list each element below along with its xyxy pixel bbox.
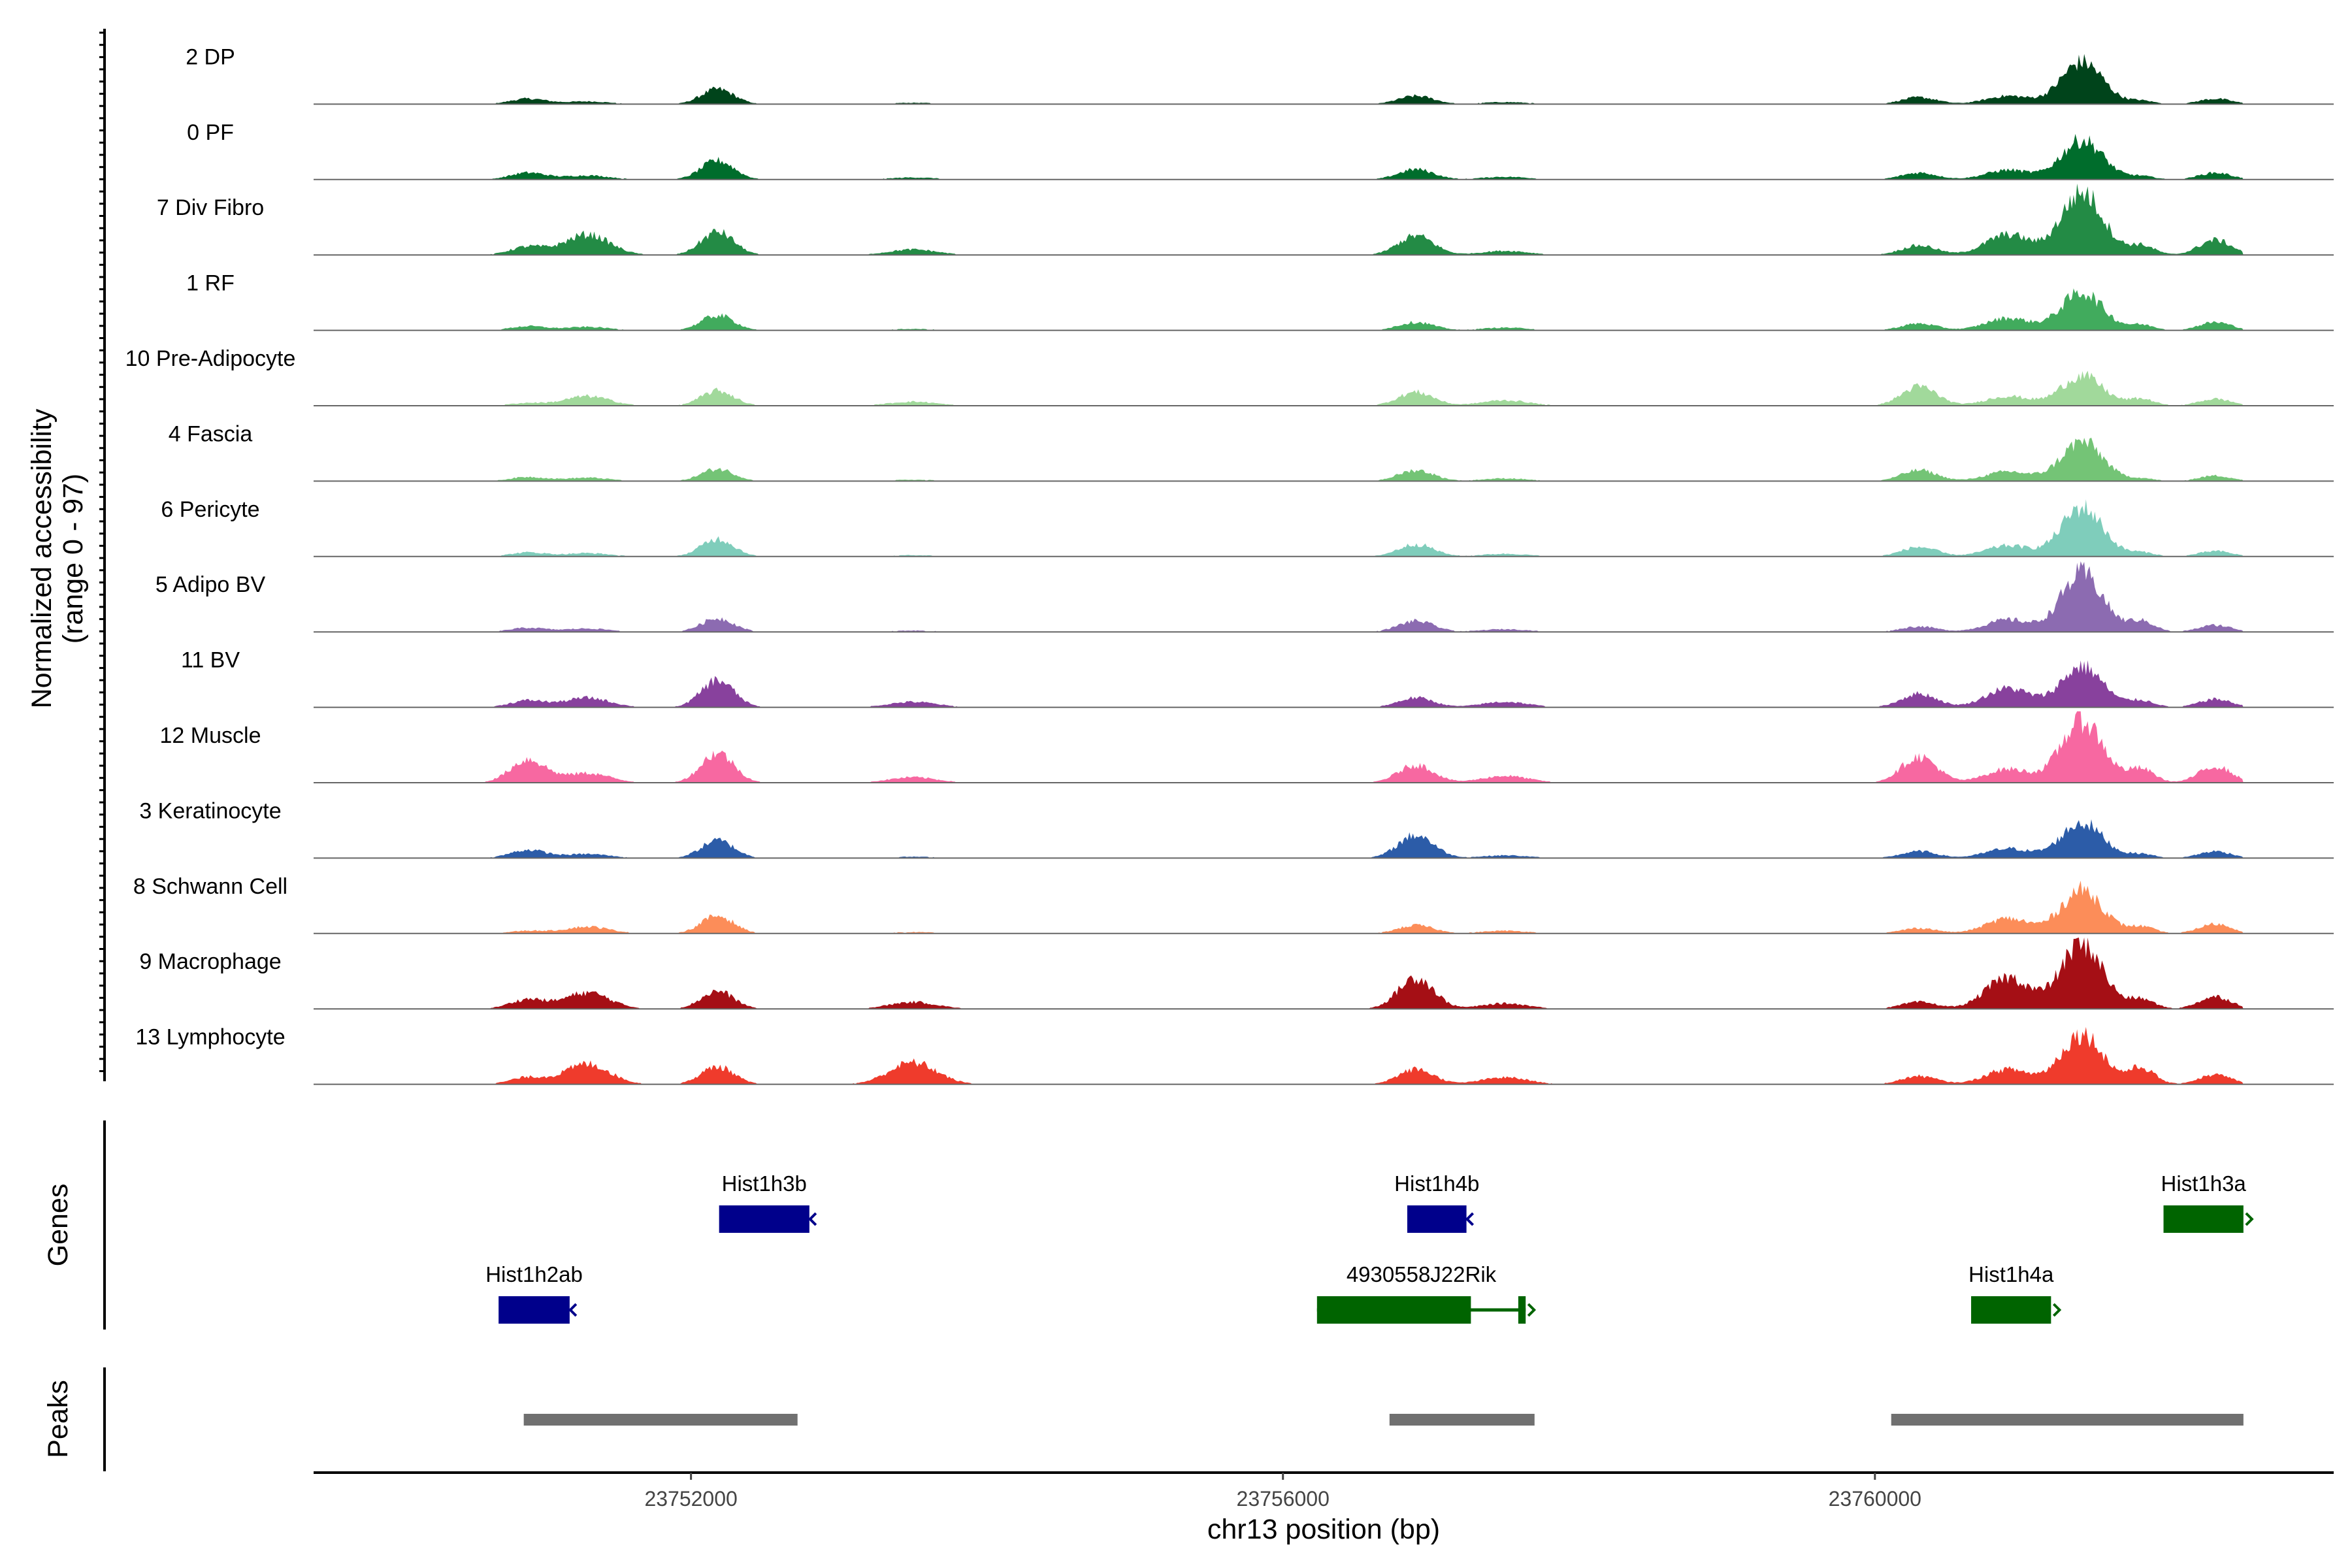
coverage-track-7 [314,499,2244,557]
x-axis-tick-label: 23760000 [1829,1487,1921,1511]
track-label: 11 BV [181,648,240,673]
gene-label: 4930558J22Rik [1347,1262,1497,1286]
gene-annotations: Hist1h3b Hist1h4b Hist1h3a Hist1h2ab 4930558… [485,1171,2254,1324]
gene-strand-arrow [568,1303,578,1317]
genes-panel: Genes Hist1h3b Hist1h4b Hist1h3a Hist1h2ab 4… [42,1120,2254,1330]
coverage-track-9 [314,660,2244,708]
gene-exon [2163,1205,2244,1233]
gene-label: Hist1h4b [1394,1171,1479,1196]
gene-exon [1518,1296,1526,1324]
gene-exon [1316,1296,1471,1324]
track-label: 9 Macrophage [139,949,281,974]
coverage-track-13 [314,938,2244,1009]
y-axis-title-line2: (range 0 - 97) [57,474,89,644]
gene-hist1h2ab: Hist1h2ab [485,1262,583,1324]
track-label: 5 Adipo BV [155,572,266,597]
track-label: 1 RF [186,271,235,296]
track-label: 6 Pericyte [161,497,259,522]
coverage-track-14 [314,1026,2244,1085]
gene-strand-arrow [1465,1212,1475,1226]
gene-strand-arrow [1527,1303,1537,1317]
coverage-track-8 [314,561,2244,632]
gene-exon [1407,1205,1467,1233]
track-labels: 2 DP 0 PF 7 Div Fibro 1 RF 10 Pre-Adipocyte 4… [125,44,296,1049]
coverage-track-3 [314,184,2244,255]
coverage-track-4 [314,288,2244,331]
gene-strand-arrow [808,1212,817,1226]
y-axis-title-line1: Normalized accessibility [26,408,57,708]
x-axis: 23752000 23756000 23760000 chr13 position … [314,1471,2334,1545]
gene-label: Hist1h2ab [485,1262,583,1286]
y-axis-ticks [99,31,105,1072]
peak-region [1891,1414,2244,1426]
gene-exon [498,1296,570,1324]
genes-panel-label: Genes [42,1184,74,1267]
coverage-track-6 [314,437,2244,482]
track-label: 10 Pre-Adipocyte [125,346,296,371]
gene-hist1h4a: Hist1h4a [1968,1262,2062,1324]
x-axis-tick-label: 23756000 [1237,1487,1330,1511]
track-label: 0 PF [187,120,234,145]
coverage-track-10 [314,711,2244,783]
track-label: 7 Div Fibro [157,195,264,220]
gene-4930558j22rik: 4930558J22Rik [1316,1262,1537,1324]
track-label: 3 Keratinocyte [139,798,281,823]
peak-region [1389,1414,1535,1426]
gene-strand-arrow [2245,1212,2254,1226]
gene-hist1h4b: Hist1h4b [1394,1171,1479,1233]
track-label: 4 Fascia [169,421,253,446]
coverage-track-11 [314,819,2244,858]
track-label: 13 Lymphocyte [135,1025,285,1050]
gene-exon [719,1205,809,1233]
peaks-panel-label: Peaks [42,1380,74,1458]
gene-label: Hist1h3b [722,1171,807,1196]
gene-exon [1971,1296,2051,1324]
x-axis-ticks: 23752000 23756000 23760000 [644,1473,1921,1511]
x-axis-tick-label: 23752000 [644,1487,737,1511]
coverage-track-12 [314,880,2244,934]
coverage-tracks [314,54,2334,1085]
peak-region [523,1414,798,1426]
gene-hist1h3b: Hist1h3b [719,1171,817,1233]
coverage-track-5 [314,370,2244,406]
gene-strand-arrow [2052,1303,2062,1317]
track-label: 8 Schwann Cell [133,874,287,899]
gene-hist1h3a: Hist1h3a [2161,1171,2254,1233]
track-label: 2 DP [186,44,235,69]
peaks-panel: Peaks [42,1367,2244,1471]
peak-regions [523,1414,2244,1426]
gene-label: Hist1h3a [2161,1171,2247,1196]
x-axis-title: chr13 position (bp) [1207,1514,1440,1545]
coverage-track-1 [314,54,2244,105]
track-label: 12 Muscle [160,723,261,748]
y-axis: Normalized accessibility (range 0 - 97) [26,29,106,1081]
gene-label: Hist1h4a [1968,1262,2054,1286]
coverage-track-2 [314,134,2244,180]
